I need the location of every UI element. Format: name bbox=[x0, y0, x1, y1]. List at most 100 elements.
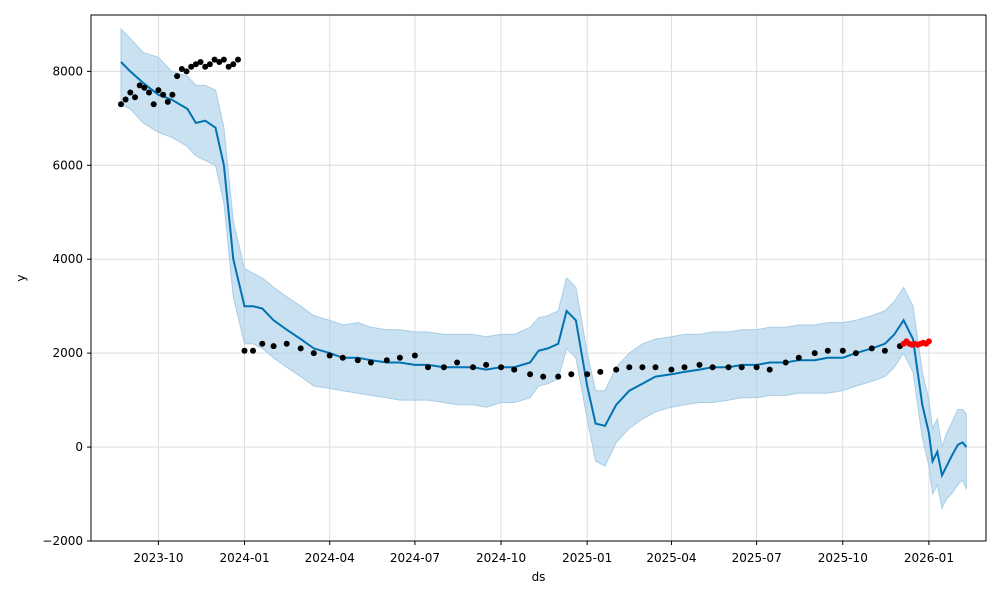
observed-point bbox=[584, 371, 591, 378]
observed-point bbox=[174, 73, 181, 80]
observed-point bbox=[192, 61, 199, 68]
y-axis-label: y bbox=[14, 274, 28, 281]
recent-points bbox=[900, 338, 932, 348]
x-tick-label: 2025-01 bbox=[562, 551, 612, 565]
observed-point bbox=[540, 373, 547, 380]
y-tick-label: 0 bbox=[75, 440, 83, 454]
observed-point bbox=[498, 364, 505, 371]
observed-point bbox=[725, 364, 732, 371]
observed-point bbox=[188, 63, 195, 70]
x-tick-label: 2025-10 bbox=[818, 551, 868, 565]
observed-point bbox=[511, 366, 518, 373]
grid-layer bbox=[91, 15, 986, 542]
observed-point bbox=[235, 56, 241, 63]
observed-point bbox=[150, 101, 157, 108]
observed-point bbox=[310, 350, 317, 357]
observed-point bbox=[270, 343, 277, 350]
observed-point bbox=[178, 66, 185, 72]
observed-point bbox=[146, 89, 152, 96]
observed-point bbox=[597, 368, 604, 375]
observed-point bbox=[136, 82, 143, 89]
observed-points bbox=[118, 56, 903, 380]
observed-point bbox=[440, 364, 447, 371]
observed-point bbox=[811, 350, 818, 357]
observed-point bbox=[411, 352, 418, 359]
observed-point bbox=[127, 89, 134, 96]
observed-point bbox=[881, 347, 888, 354]
observed-point bbox=[169, 91, 176, 98]
observed-point bbox=[225, 63, 232, 70]
observed-point bbox=[132, 94, 138, 101]
observed-point bbox=[709, 364, 716, 371]
observed-point bbox=[220, 56, 227, 63]
x-axis-label: ds bbox=[532, 570, 546, 584]
observed-point bbox=[141, 84, 148, 91]
y-axis-ticks: −2000 0 2000 4000 6000 8000 bbox=[42, 64, 91, 548]
observed-point bbox=[795, 354, 802, 361]
observed-point bbox=[259, 340, 266, 347]
observed-point bbox=[454, 359, 461, 366]
observed-point bbox=[160, 91, 167, 98]
observed-point bbox=[425, 364, 431, 371]
recent-point bbox=[925, 338, 932, 345]
x-tick-label: 2025-04 bbox=[646, 551, 696, 565]
observed-point bbox=[839, 347, 846, 354]
observed-point bbox=[852, 350, 859, 357]
observed-point bbox=[283, 340, 290, 347]
observed-point bbox=[766, 366, 773, 373]
observed-point bbox=[230, 61, 237, 68]
x-tick-label: 2024-07 bbox=[390, 551, 440, 565]
observed-point bbox=[696, 361, 703, 368]
y-tick-label: 6000 bbox=[52, 158, 83, 172]
x-tick-label: 2024-10 bbox=[476, 551, 526, 565]
observed-point bbox=[197, 59, 204, 65]
observed-point bbox=[122, 96, 129, 103]
observed-point bbox=[164, 98, 171, 105]
plot-frame bbox=[90, 14, 987, 542]
observed-point bbox=[668, 366, 675, 373]
observed-point bbox=[396, 354, 403, 361]
observed-point bbox=[738, 364, 745, 371]
observed-point bbox=[202, 63, 209, 70]
x-axis-ticks: 2023-10 2024-01 2024-04 2024-07 2024-10 2025-… bbox=[133, 541, 954, 565]
x-tick-label: 2024-01 bbox=[219, 551, 269, 565]
y-tick-label: −2000 bbox=[42, 534, 83, 548]
x-tick-label: 2023-10 bbox=[133, 551, 183, 565]
observed-point bbox=[613, 366, 620, 373]
observed-point bbox=[652, 364, 659, 371]
observed-point bbox=[216, 59, 223, 65]
y-tick-label: 4000 bbox=[52, 252, 83, 266]
observed-point bbox=[868, 345, 875, 352]
observed-point bbox=[155, 87, 162, 94]
x-tick-label: 2024-04 bbox=[305, 551, 355, 565]
observed-point bbox=[241, 347, 248, 354]
y-tick-label: 2000 bbox=[52, 346, 83, 360]
observed-point bbox=[383, 357, 390, 364]
observed-point bbox=[367, 359, 374, 366]
y-tick-label: 8000 bbox=[52, 64, 83, 78]
observed-point bbox=[568, 371, 575, 378]
observed-point bbox=[555, 373, 562, 380]
observed-point bbox=[211, 56, 218, 63]
observed-point bbox=[326, 352, 333, 359]
observed-point bbox=[183, 68, 190, 75]
observed-point bbox=[527, 371, 534, 378]
observed-point bbox=[250, 347, 256, 354]
x-tick-label: 2026-01 bbox=[904, 551, 954, 565]
observed-point bbox=[470, 364, 476, 371]
observed-point bbox=[206, 61, 213, 68]
observed-point bbox=[483, 361, 490, 368]
observed-point bbox=[782, 359, 789, 366]
x-tick-label: 2025-07 bbox=[732, 551, 782, 565]
observed-point bbox=[339, 354, 346, 361]
forecast-line bbox=[120, 61, 968, 479]
observed-point bbox=[681, 364, 688, 371]
observed-point bbox=[639, 364, 646, 371]
uncertainty-band bbox=[120, 27, 967, 510]
observed-point bbox=[297, 345, 304, 352]
observed-point bbox=[753, 364, 760, 371]
observed-point bbox=[626, 364, 633, 371]
observed-point bbox=[118, 101, 124, 108]
observed-point bbox=[824, 347, 831, 354]
